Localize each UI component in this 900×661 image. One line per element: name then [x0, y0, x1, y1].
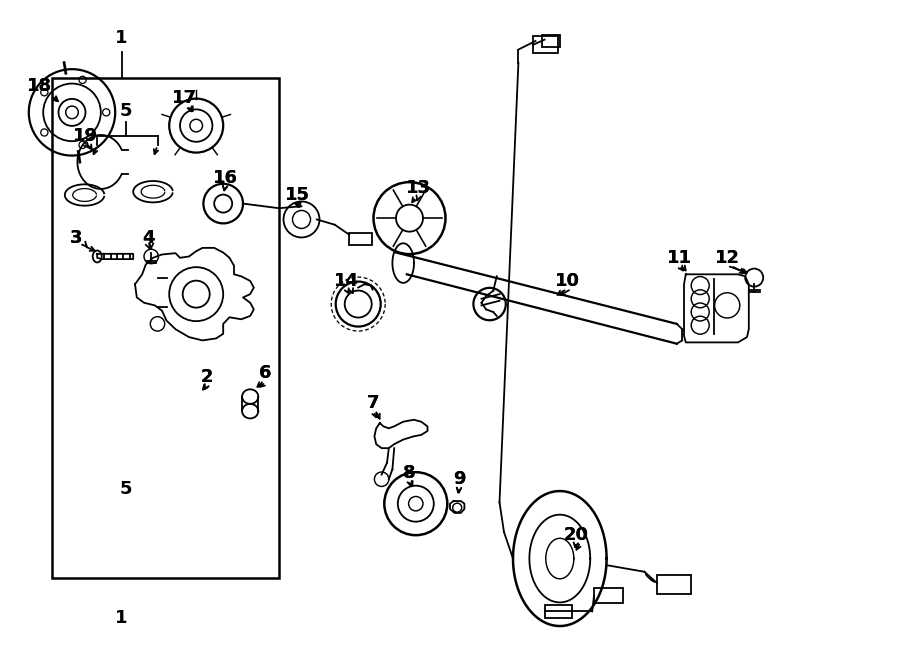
Text: 14: 14	[334, 272, 359, 290]
Text: 20: 20	[563, 526, 589, 545]
Text: 2: 2	[201, 368, 213, 386]
Text: 2: 2	[201, 368, 213, 386]
Text: 1: 1	[115, 609, 128, 627]
Text: 12: 12	[715, 249, 740, 267]
Bar	[542, 35, 560, 47]
Bar	[349, 233, 372, 245]
Text: 10: 10	[554, 272, 580, 290]
Text: 20: 20	[563, 526, 589, 545]
Text: 19: 19	[73, 126, 98, 145]
Bar	[657, 575, 691, 594]
Bar	[52, 78, 279, 578]
Bar	[533, 36, 558, 53]
Text: 18: 18	[27, 77, 52, 95]
Text: 18: 18	[27, 77, 52, 95]
Text: 6: 6	[259, 364, 272, 383]
Text: 14: 14	[334, 272, 359, 290]
Text: 7: 7	[367, 394, 380, 412]
Text: 13: 13	[406, 179, 431, 198]
Text: 13: 13	[406, 179, 431, 198]
Text: 15: 15	[284, 186, 310, 204]
Text: 15: 15	[284, 186, 310, 204]
Text: 4: 4	[142, 229, 155, 247]
Text: 7: 7	[367, 394, 380, 412]
Text: 16: 16	[212, 169, 238, 188]
Text: 5: 5	[120, 102, 132, 120]
Text: 11: 11	[667, 249, 692, 267]
Text: 6: 6	[259, 364, 272, 383]
Text: 4: 4	[142, 229, 155, 247]
Text: 3: 3	[70, 229, 83, 247]
Text: 12: 12	[715, 249, 740, 267]
Text: 8: 8	[403, 463, 416, 482]
Text: 9: 9	[453, 470, 465, 488]
Text: 9: 9	[453, 470, 465, 488]
Text: 10: 10	[554, 272, 580, 290]
Text: 3: 3	[70, 229, 83, 247]
Text: 16: 16	[212, 169, 238, 188]
Text: 17: 17	[172, 89, 197, 107]
Text: 11: 11	[667, 249, 692, 267]
Text: 17: 17	[172, 89, 197, 107]
Text: 1: 1	[115, 29, 128, 48]
Text: 5: 5	[120, 480, 132, 498]
Text: 19: 19	[73, 126, 98, 145]
Text: 8: 8	[403, 463, 416, 482]
Bar	[544, 605, 572, 618]
Bar	[594, 588, 623, 603]
